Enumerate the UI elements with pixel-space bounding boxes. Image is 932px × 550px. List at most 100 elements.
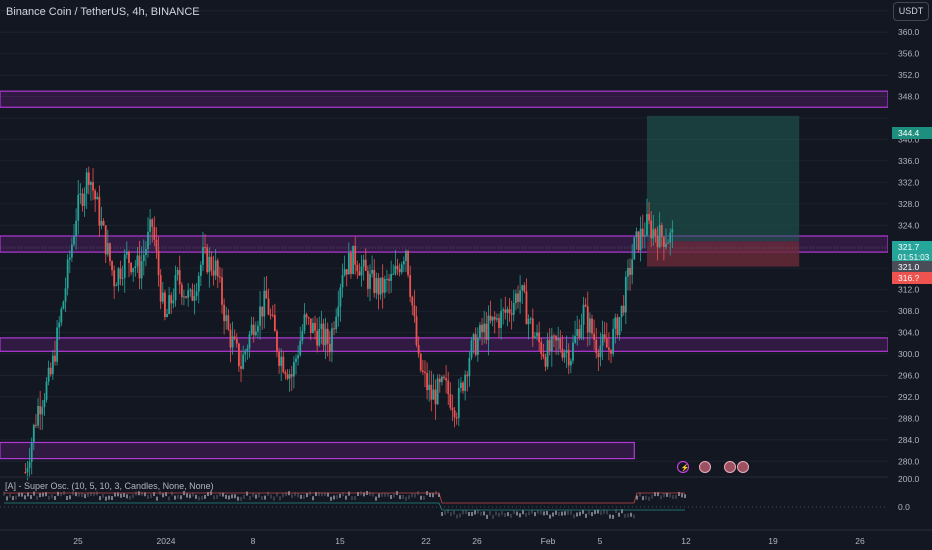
time-tick: 19: [768, 536, 778, 546]
candle-body: [629, 267, 631, 275]
candle-body: [180, 284, 183, 298]
candle-body: [525, 291, 528, 325]
candle-body: [500, 310, 502, 328]
candle-body: [460, 382, 462, 388]
candle-body: [489, 315, 492, 321]
candle-body: [646, 214, 648, 236]
candle-body: [383, 279, 386, 293]
long-position-tool[interactable]: [646, 115, 800, 267]
candle-body: [388, 278, 390, 281]
flag-icon[interactable]: [699, 461, 711, 473]
candle-body: [394, 265, 397, 274]
candle-body: [553, 335, 555, 337]
candle-body: [333, 328, 335, 330]
candle-body: [189, 289, 192, 291]
candle-body: [538, 332, 541, 343]
price-tick: 292.0: [898, 392, 920, 402]
candle-body: [654, 229, 657, 237]
candle-body: [550, 335, 553, 352]
price-tick: 300.0: [898, 349, 920, 359]
candle-body: [295, 358, 297, 362]
candle-body: [345, 269, 348, 275]
oscillator-pane: [0, 476, 932, 519]
flag-icon[interactable]: [737, 461, 749, 473]
zone-rect: [0, 441, 635, 460]
candle-body: [366, 270, 369, 289]
candle-body: [147, 231, 149, 249]
candle-body: [557, 338, 560, 341]
candle-body: [381, 277, 384, 293]
price-tick: 348.0: [898, 92, 920, 102]
flag-icon[interactable]: [724, 461, 736, 473]
time-tick: 15: [335, 536, 345, 546]
candle-body: [392, 273, 395, 275]
candle-body: [106, 243, 109, 255]
candle-body: [128, 251, 130, 264]
last-price-label: 321.7: [898, 242, 920, 252]
candle-body: [591, 318, 593, 334]
candle-body: [544, 356, 547, 367]
candle-body: [233, 336, 236, 339]
candle-body: [517, 293, 519, 303]
candle-body: [356, 264, 359, 272]
price-tick: 352.0: [898, 70, 920, 80]
candle-body: [292, 361, 295, 377]
zone-rect: [0, 90, 889, 108]
osc-upper-line: [4, 492, 685, 504]
candle-body: [263, 290, 266, 317]
candle-body: [546, 339, 549, 367]
candle-body: [580, 324, 583, 339]
candle-body: [96, 196, 99, 200]
candle-body: [667, 242, 670, 244]
lightning-icon[interactable]: [677, 461, 689, 473]
candle-body: [421, 370, 424, 372]
candle-body: [483, 323, 486, 333]
candle-body: [102, 220, 105, 226]
candle-body: [455, 417, 458, 419]
candle-body: [43, 399, 46, 408]
time-tick: 25: [73, 536, 83, 546]
candle-body: [608, 347, 610, 350]
candle-body: [66, 259, 69, 289]
candle-body: [432, 389, 435, 400]
candle-body: [318, 328, 321, 346]
candle-body: [369, 273, 371, 289]
candle-body: [159, 275, 162, 302]
candle-body: [244, 351, 247, 355]
candle-body: [199, 264, 202, 276]
candle-body: [616, 317, 619, 336]
candle-body: [641, 228, 644, 237]
candle-body: [125, 251, 128, 255]
candle-body: [337, 306, 340, 317]
event-icons[interactable]: ⚡: [677, 461, 749, 473]
time-axis[interactable]: 25 2024 8 15 22 26 Feb 5 12 19 26: [0, 529, 932, 546]
candle-body: [559, 338, 562, 350]
candle-body: [472, 334, 475, 341]
candle-body: [130, 263, 132, 273]
candle-body: [267, 298, 270, 315]
currency-button[interactable]: USDT: [893, 2, 929, 21]
candle-body: [650, 220, 653, 239]
candle-body: [487, 315, 490, 340]
candle-body: [417, 345, 420, 354]
osc-tick: 0.0: [898, 502, 910, 512]
price-axis[interactable]: 364.0360.0356.0352.0348.0340.0336.0332.0…: [888, 0, 932, 550]
candle-body: [303, 314, 306, 331]
candle-body: [37, 406, 39, 426]
candle-body: [521, 285, 524, 291]
candle-body: [85, 172, 88, 194]
candle-body: [453, 410, 456, 418]
candle-body: [155, 239, 158, 251]
candle-body: [542, 353, 545, 357]
candle-body: [510, 313, 513, 315]
candle-body: [153, 226, 156, 240]
candle-body: [658, 225, 661, 248]
time-tick: 26: [855, 536, 865, 546]
candle-body: [481, 324, 483, 333]
candle-body: [77, 194, 80, 221]
candle-body: [288, 374, 291, 379]
candle-body: [51, 355, 54, 375]
candle-body: [297, 355, 300, 359]
candle-body: [648, 214, 650, 221]
